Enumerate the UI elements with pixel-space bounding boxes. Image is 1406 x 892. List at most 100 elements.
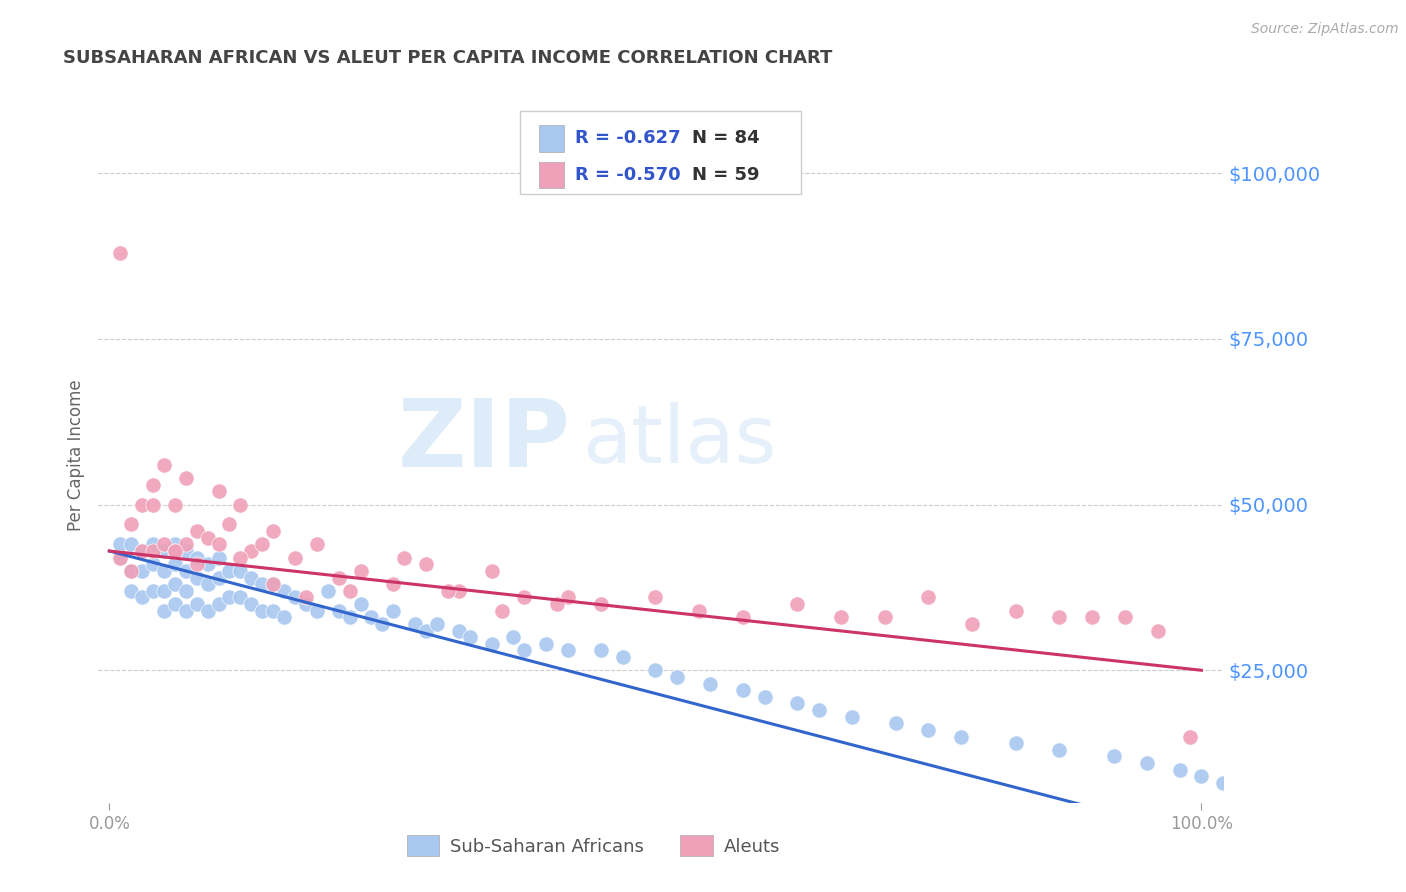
Point xyxy=(688,604,710,618)
Point xyxy=(262,577,284,591)
Point xyxy=(481,637,503,651)
Point xyxy=(186,550,208,565)
Text: N = 84: N = 84 xyxy=(692,129,759,147)
Point xyxy=(163,537,186,551)
Point xyxy=(262,577,284,591)
Point xyxy=(589,597,612,611)
Point xyxy=(1168,763,1191,777)
Point xyxy=(731,683,754,698)
Point xyxy=(1047,610,1070,624)
FancyBboxPatch shape xyxy=(540,125,564,152)
Point xyxy=(229,564,252,578)
Point xyxy=(186,570,208,584)
Point xyxy=(415,558,437,572)
Point xyxy=(284,591,307,605)
Point xyxy=(218,517,240,532)
FancyBboxPatch shape xyxy=(540,162,564,188)
Text: SUBSAHARAN AFRICAN VS ALEUT PER CAPITA INCOME CORRELATION CHART: SUBSAHARAN AFRICAN VS ALEUT PER CAPITA I… xyxy=(63,49,832,67)
Point xyxy=(666,670,689,684)
Point xyxy=(240,570,263,584)
Point xyxy=(1004,736,1026,750)
Point xyxy=(163,498,186,512)
Point xyxy=(174,537,197,551)
Point xyxy=(295,597,318,611)
Point xyxy=(328,604,350,618)
Point xyxy=(328,570,350,584)
Point xyxy=(392,550,415,565)
Point xyxy=(960,616,983,631)
Point xyxy=(557,591,579,605)
Y-axis label: Per Capita Income: Per Capita Income xyxy=(66,379,84,531)
Point xyxy=(841,709,863,723)
Point xyxy=(557,643,579,657)
Point xyxy=(382,577,405,591)
Point xyxy=(207,484,229,499)
Legend: Sub-Saharan Africans, Aleuts: Sub-Saharan Africans, Aleuts xyxy=(399,828,787,863)
Point xyxy=(1136,756,1159,770)
Point xyxy=(786,597,808,611)
Point xyxy=(174,583,197,598)
Text: Source: ZipAtlas.com: Source: ZipAtlas.com xyxy=(1251,22,1399,37)
Point xyxy=(142,583,165,598)
Point xyxy=(120,583,142,598)
Point xyxy=(218,564,240,578)
Point xyxy=(262,604,284,618)
Point xyxy=(131,564,153,578)
Point xyxy=(612,650,634,665)
Point xyxy=(142,558,165,572)
Point xyxy=(950,730,973,744)
Point xyxy=(120,537,142,551)
Text: R = -0.627: R = -0.627 xyxy=(575,129,681,147)
Point xyxy=(207,570,229,584)
Point xyxy=(252,537,274,551)
Point xyxy=(197,558,219,572)
Point xyxy=(546,597,568,611)
Point xyxy=(142,477,165,491)
Point xyxy=(131,544,153,558)
Point xyxy=(754,690,776,704)
Text: ZIP: ZIP xyxy=(398,395,571,487)
Point xyxy=(207,550,229,565)
Point xyxy=(110,550,132,565)
Point xyxy=(131,498,153,512)
Point xyxy=(382,604,405,618)
Point xyxy=(808,703,831,717)
Point xyxy=(153,583,176,598)
Text: N = 59: N = 59 xyxy=(692,166,759,185)
Point xyxy=(699,676,721,690)
Point xyxy=(447,583,470,598)
Point xyxy=(186,597,208,611)
Point xyxy=(731,610,754,624)
Point xyxy=(1081,610,1104,624)
Point xyxy=(1212,776,1234,790)
Point xyxy=(163,544,186,558)
Point xyxy=(513,643,536,657)
Point xyxy=(218,591,240,605)
Point xyxy=(120,517,142,532)
Point xyxy=(240,597,263,611)
Point xyxy=(371,616,394,631)
Point xyxy=(589,643,612,657)
Point xyxy=(830,610,852,624)
Point xyxy=(163,558,186,572)
Point xyxy=(197,577,219,591)
Point xyxy=(349,597,371,611)
Point xyxy=(305,537,328,551)
Point xyxy=(534,637,557,651)
Point xyxy=(1114,610,1136,624)
Point xyxy=(284,550,307,565)
Point xyxy=(174,564,197,578)
Point xyxy=(207,597,229,611)
Point xyxy=(295,591,318,605)
Point xyxy=(644,591,666,605)
Point xyxy=(120,564,142,578)
Point xyxy=(142,544,165,558)
Point xyxy=(339,583,361,598)
Point xyxy=(163,577,186,591)
Point xyxy=(229,498,252,512)
Point xyxy=(229,550,252,565)
Point xyxy=(240,544,263,558)
Point xyxy=(186,558,208,572)
Point xyxy=(120,564,142,578)
Point xyxy=(174,471,197,485)
